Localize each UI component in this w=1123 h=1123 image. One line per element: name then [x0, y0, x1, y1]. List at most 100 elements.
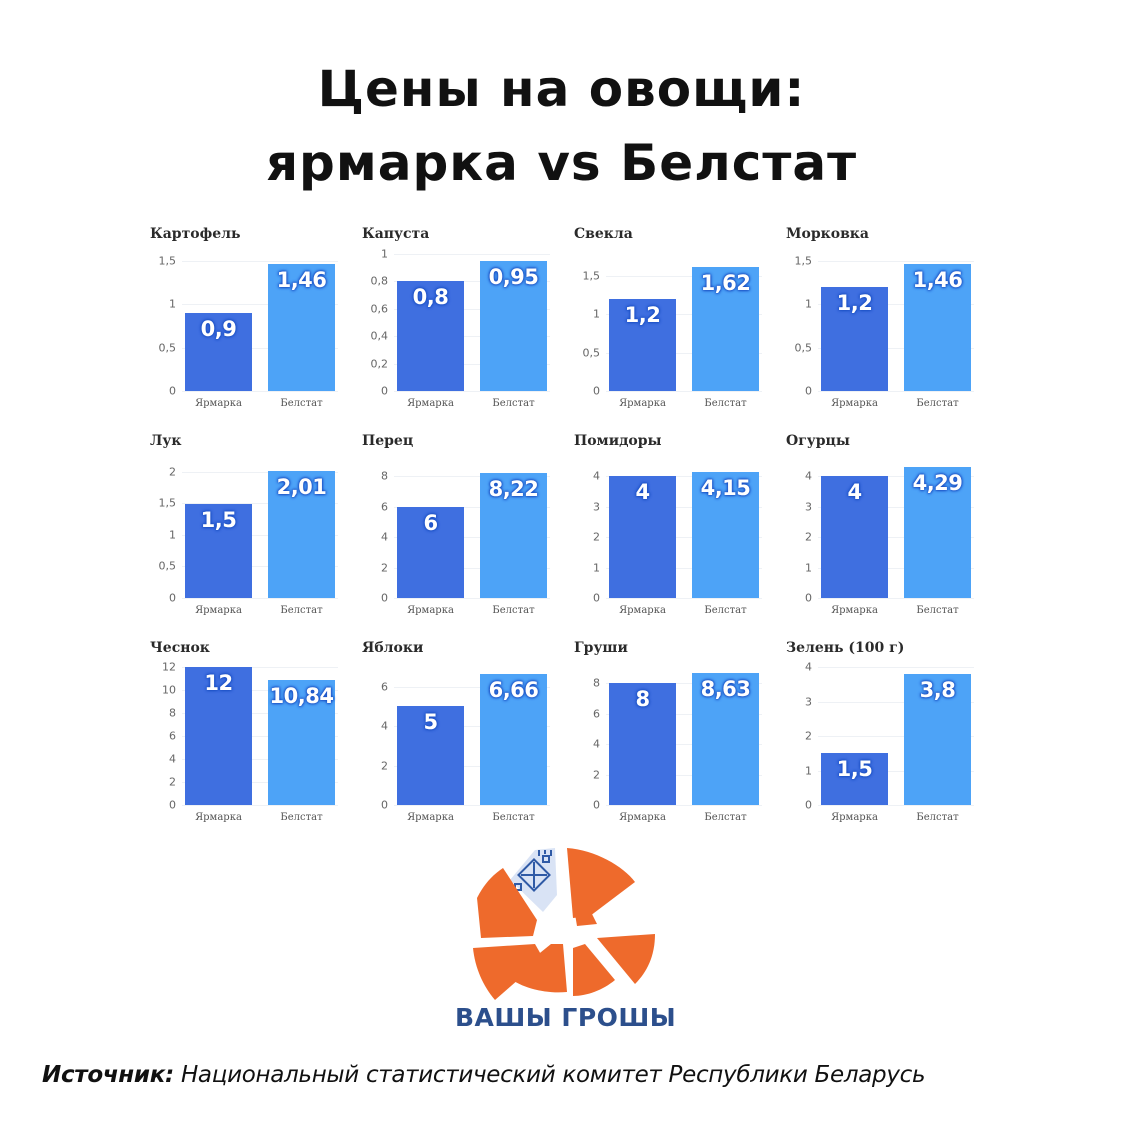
y-tick-label: 4 — [381, 719, 388, 733]
gridline — [818, 391, 974, 392]
x-axis-label: Ярмарка — [195, 605, 242, 616]
plot-area: 0 1 2 3 4 4 4,15 — [593, 466, 762, 605]
bar-value-label: 12 — [204, 671, 233, 695]
x-axis-label: Белстат — [280, 812, 323, 823]
gridline — [182, 782, 338, 783]
y-tick-label: 0,5 — [158, 341, 177, 355]
plot-area: 0 0,5 1 1,5 2 1,5 2,01 — [159, 465, 338, 605]
gridline — [818, 598, 974, 599]
gridline — [818, 304, 974, 306]
y-tick-label: 1 — [593, 561, 600, 574]
gridline — [182, 304, 338, 306]
y-tick-label: 0,8 — [370, 274, 389, 288]
gridline — [818, 537, 974, 539]
gridline — [394, 391, 550, 392]
chart-title: Помидоры — [574, 433, 662, 449]
gridline — [394, 336, 550, 338]
bar-value-label: 1,2 — [624, 303, 661, 328]
gridline — [818, 476, 974, 478]
y-tick-label: 1 — [169, 528, 176, 542]
y-tick-label: 0,6 — [370, 302, 389, 316]
gridline — [394, 308, 550, 310]
y-tick-label: 2 — [805, 530, 812, 544]
page-title: Цены на овощи: ярмарка vs Белстат — [0, 52, 1123, 200]
y-tick-label: 2 — [169, 465, 176, 479]
y-tick-label: 6 — [381, 500, 388, 514]
y-tick-label: 4 — [805, 660, 812, 674]
plot-area: 0 2 4 6 5 6,66 — [381, 667, 550, 812]
plot-area: 0 2 4 6 8 8 8,63 — [593, 667, 762, 812]
x-axis-label: Белстат — [492, 605, 535, 616]
bar-yarmarka: 8 — [609, 683, 676, 805]
gridline — [182, 503, 338, 505]
gridline — [182, 713, 338, 714]
gridline — [394, 567, 550, 569]
gridline — [818, 736, 974, 737]
title-line-1: Цены на овощи: — [317, 60, 806, 118]
y-tick-label: 2 — [593, 530, 600, 544]
y-tick-label: 4 — [593, 737, 600, 751]
gridline — [606, 476, 762, 478]
x-axis-label: Белстат — [916, 812, 959, 823]
y-tick-label: 0 — [381, 798, 388, 812]
y-tick-label: 1 — [381, 247, 388, 261]
logo-text: ВАШЫ ГРОШЫ — [455, 1003, 677, 1032]
gridline — [394, 805, 550, 806]
bar-yarmarka: 1,2 — [609, 299, 676, 391]
gridline — [606, 506, 762, 508]
gridline — [182, 260, 338, 262]
y-tick-label: 0 — [593, 591, 600, 605]
x-axis-label: Ярмарка — [619, 812, 666, 823]
bar-yarmarka: 4 — [821, 476, 888, 598]
bar-value-label: 4,15 — [700, 475, 751, 500]
y-tick-label: 0 — [805, 384, 812, 398]
chart-title: Картофель — [150, 226, 241, 242]
chart-title: Зелень (100 г) — [786, 640, 905, 656]
bar-value-label: 2,01 — [276, 475, 327, 500]
y-tick-label: 0,5 — [158, 559, 177, 573]
gridline — [606, 391, 762, 392]
chart-title: Морковка — [786, 226, 869, 242]
chart-title: Свекла — [574, 226, 633, 242]
x-axis-label: Белстат — [704, 605, 747, 616]
x-axis-label: Белстат — [492, 812, 535, 823]
logo: ВАШЫ ГРОШЫ — [455, 840, 677, 1040]
y-tick-label: 4 — [805, 469, 812, 483]
plot-area: 0 1 2 3 4 1,5 3,8 — [805, 661, 974, 812]
y-tick-label: 0 — [381, 384, 388, 398]
y-tick-label: 1 — [169, 297, 176, 311]
y-tick-label: 6 — [381, 680, 388, 694]
orange-segmented-circle-logo-icon — [473, 848, 655, 1000]
gridline — [394, 686, 550, 688]
y-tick-label: 1,5 — [158, 496, 177, 510]
gridline — [182, 759, 338, 760]
bar-belstat: 1,46 — [904, 264, 971, 391]
y-tick-label: 8 — [169, 706, 176, 720]
y-tick-label: 0,4 — [370, 329, 389, 343]
y-tick-label: 1 — [805, 561, 812, 574]
y-tick-label: 0,2 — [370, 357, 389, 371]
gridline — [182, 667, 338, 668]
bar-value-label: 0,9 — [200, 316, 237, 341]
gridline — [182, 598, 338, 599]
y-tick-label: 8 — [593, 676, 600, 690]
x-axis-label: Белстат — [280, 398, 323, 409]
y-tick-label: 0 — [593, 798, 600, 812]
gridline — [818, 701, 974, 703]
gridline — [818, 805, 974, 806]
bar-value-label: 0,95 — [488, 264, 539, 289]
gridline — [182, 566, 338, 568]
gridline — [818, 506, 974, 508]
bar-yarmarka: 0,8 — [397, 281, 464, 391]
bar-belstat: 6,66 — [480, 673, 547, 805]
y-tick-label: 0,5 — [794, 341, 813, 355]
y-tick-label: 0 — [169, 798, 176, 812]
bar-yarmarka: 0,9 — [185, 312, 252, 391]
y-tick-label: 0 — [381, 591, 388, 605]
y-tick-label: 10 — [162, 683, 176, 697]
title-line-2: ярмарка vs Белстат — [265, 134, 858, 192]
y-tick-label: 0 — [805, 591, 812, 605]
x-axis-label: Ярмарка — [407, 398, 454, 409]
bar-belstat: 1,46 — [268, 264, 335, 391]
bar-yarmarka: 1,5 — [821, 753, 888, 805]
